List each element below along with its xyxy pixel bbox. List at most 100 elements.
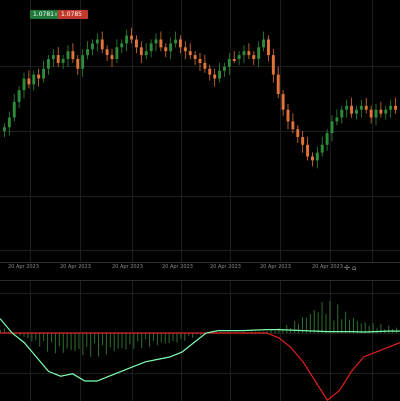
histogram-bar (168, 333, 170, 344)
candle-body (325, 133, 329, 145)
crosshair-icon[interactable]: ✢ (344, 264, 350, 272)
home-icon[interactable]: ⌂ (352, 264, 357, 272)
price-chart[interactable]: 1.0781 x 1.0785 (0, 0, 400, 262)
candle-body (51, 55, 55, 59)
histogram-bar (101, 333, 103, 346)
indicator-pane[interactable] (0, 280, 400, 401)
grid-line (80, 281, 81, 401)
candle-body (213, 74, 217, 79)
histogram-bar (282, 329, 284, 333)
histogram-bar (58, 333, 60, 347)
histogram-bar (74, 333, 76, 352)
candle-body (330, 121, 334, 134)
histogram-bar (90, 333, 92, 357)
candle-body (174, 39, 178, 44)
grid-line (0, 250, 400, 251)
histogram-bar (345, 311, 347, 333)
candle-body (227, 59, 231, 67)
candle-body (301, 137, 305, 145)
histogram-bar (349, 319, 351, 333)
histogram-bar (145, 333, 147, 340)
histogram-bar (172, 333, 174, 342)
candle-body (110, 55, 114, 59)
histogram-bar (329, 301, 331, 333)
grid-line (372, 0, 373, 262)
histogram-bar (364, 322, 366, 333)
histogram-bar (250, 331, 252, 333)
candle-body (369, 109, 373, 118)
candle-body (198, 59, 202, 63)
candle-body (306, 144, 310, 157)
candle-body (218, 70, 222, 79)
ask-price-badge[interactable]: 1.0785 (58, 10, 88, 19)
grid-line (280, 281, 281, 401)
histogram-bar (294, 321, 296, 333)
candle-body (242, 51, 246, 56)
grid-line (330, 0, 331, 262)
candle-body (286, 109, 290, 122)
candle-body (276, 74, 280, 95)
candle-body (27, 78, 31, 85)
candle-body (139, 47, 143, 56)
histogram-bar (262, 331, 264, 333)
histogram-bar (313, 310, 315, 333)
candle-body (271, 55, 275, 75)
time-label: 20 Apr 2023 (8, 264, 39, 270)
candle-body (203, 62, 207, 69)
histogram-bar (47, 333, 49, 352)
candle-body (42, 68, 46, 79)
grid-line (0, 293, 400, 294)
time-label: 20 Apr 2023 (210, 264, 241, 270)
histogram-bar (62, 333, 64, 353)
histogram-bar (152, 333, 154, 342)
time-label: 20 Apr 2023 (260, 264, 291, 270)
histogram-bar (98, 333, 100, 357)
candle-body (379, 109, 383, 114)
histogram-bar (23, 333, 25, 337)
histogram-bar (352, 318, 354, 333)
histogram-bar (372, 323, 374, 333)
candle-body (71, 51, 75, 59)
grid-line (230, 281, 231, 401)
histogram-bar (317, 312, 319, 333)
candle-body (149, 43, 153, 52)
candle-body (105, 49, 109, 56)
candle-body (95, 39, 99, 44)
candle-body (237, 55, 241, 59)
candle-body (17, 90, 21, 102)
candle-body (384, 109, 388, 114)
candle-body (178, 39, 182, 48)
histogram-bar (82, 333, 84, 356)
candle-body (257, 47, 261, 59)
histogram-bar (109, 333, 111, 348)
histogram-bar (321, 302, 323, 333)
grid-line (80, 0, 81, 262)
histogram-bar (301, 317, 303, 333)
histogram-bar (7, 331, 9, 333)
candle-body (193, 55, 197, 59)
histogram-bar (388, 325, 390, 333)
candle-body (296, 129, 300, 137)
histogram-bar (54, 333, 56, 354)
candle-body (134, 39, 138, 48)
histogram-bar (137, 333, 139, 342)
candle-body (100, 39, 104, 50)
histogram-bar (356, 321, 358, 333)
candle-body (183, 47, 187, 52)
time-axis: 20 Apr 2023 20 Apr 2023 20 Apr 2023 20 A… (0, 262, 400, 275)
histogram-bar (141, 333, 143, 348)
histogram-bar (286, 325, 288, 333)
candle-body (252, 55, 256, 59)
candle-body (394, 105, 398, 110)
bid-price-badge[interactable]: 1.0781 (30, 10, 60, 19)
candle-body (354, 109, 358, 114)
histogram-bar (305, 317, 307, 333)
histogram-bar (149, 333, 151, 347)
grid-line (132, 0, 133, 262)
candle-body (56, 55, 60, 63)
histogram-bar (278, 328, 280, 333)
histogram-bar (0, 330, 1, 333)
slow-line (0, 332, 400, 401)
fast-line (0, 318, 400, 382)
histogram-bar (274, 330, 276, 333)
